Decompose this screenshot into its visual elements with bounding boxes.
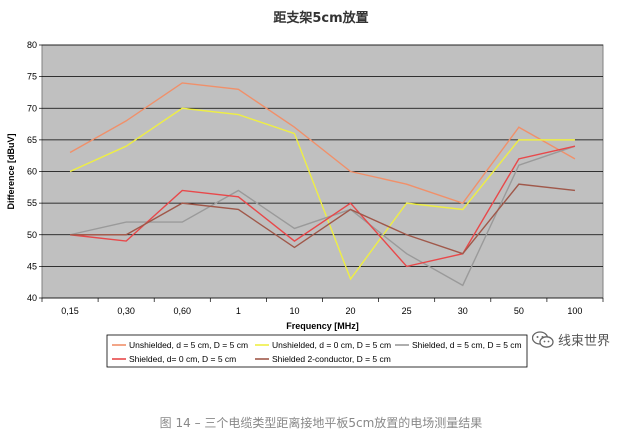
y-tick-label: 40 bbox=[27, 293, 37, 303]
watermark: 线束世界 bbox=[532, 330, 610, 349]
y-tick-label: 45 bbox=[27, 261, 37, 271]
x-tick-label: 1 bbox=[236, 306, 241, 316]
y-tick-label: 55 bbox=[27, 198, 37, 208]
y-tick-label: 75 bbox=[27, 72, 37, 82]
legend-entry: Unshielded, d = 5 cm, D = 5 cm bbox=[129, 340, 248, 350]
wechat-icon bbox=[532, 330, 554, 348]
legend-entry: Shielded, d= 0 cm, D = 5 cm bbox=[129, 354, 236, 364]
x-tick-label: 30 bbox=[458, 306, 468, 316]
legend-entry: Shielded 2-conductor, D = 5 cm bbox=[272, 354, 391, 364]
y-tick-label: 80 bbox=[27, 40, 37, 50]
legend-items: Unshielded, d = 5 cm, D = 5 cm Unshielded… bbox=[112, 340, 522, 364]
series-line-5 bbox=[70, 183, 576, 255]
watermark-text: 线束世界 bbox=[558, 334, 611, 349]
x-tick-label: 0,60 bbox=[173, 306, 191, 316]
y-axis-label: Difference [dBuV] bbox=[6, 133, 16, 209]
figure-caption: 图 14 – 三个电缆类型距离接地平板5cm放置的电场测量结果 bbox=[159, 416, 483, 430]
chart-title: 距支架5cm放置 bbox=[273, 10, 368, 26]
x-tick-label: 10 bbox=[289, 306, 299, 316]
x-axis-label: Frequency [MHz] bbox=[286, 321, 359, 331]
x-tick-label: 50 bbox=[514, 306, 524, 316]
y-tick-label: 65 bbox=[27, 135, 37, 145]
series-lines bbox=[69, 82, 576, 287]
y-tick-label: 50 bbox=[27, 230, 37, 240]
x-axis-ticks: 0,15 0,30 0,60 1 10 20 25 30 50 100 bbox=[41, 298, 604, 316]
x-tick-label: 20 bbox=[346, 306, 356, 316]
y-tick-label: 70 bbox=[27, 103, 37, 113]
x-tick-label: 25 bbox=[402, 306, 412, 316]
y-axis-ticks: 40 45 50 55 60 65 70 75 80 bbox=[27, 40, 42, 303]
x-tick-label: 0,30 bbox=[117, 306, 135, 316]
series-line-4 bbox=[69, 145, 576, 268]
series-line-3 bbox=[69, 145, 576, 287]
x-tick-label: 100 bbox=[567, 306, 582, 316]
series-line-2 bbox=[69, 107, 575, 281]
series-line-1 bbox=[69, 82, 576, 204]
x-tick-label: 0,15 bbox=[61, 306, 79, 316]
legend bbox=[106, 334, 528, 368]
y-tick-label: 60 bbox=[27, 167, 37, 177]
legend-entry: Unshielded, d = 0 cm, D = 5 cm bbox=[272, 340, 391, 350]
legend-entry: Shielded, d = 5 cm, D = 5 cm bbox=[412, 340, 522, 350]
